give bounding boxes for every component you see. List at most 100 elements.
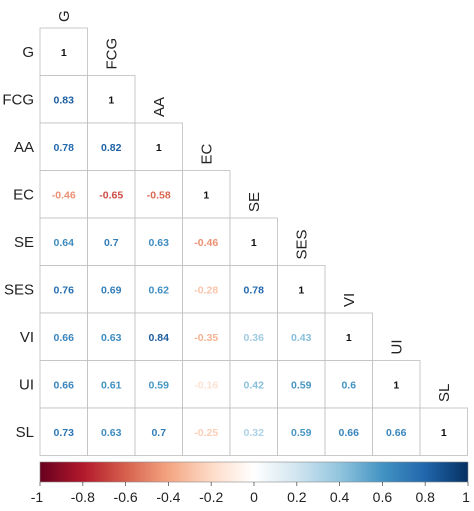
cell-SL-SES <box>277 407 326 456</box>
cell-value-SL-VI: 0.66 <box>339 427 360 439</box>
cell-value-G-G: 1 <box>61 47 67 59</box>
col-label-SL: SL <box>436 384 453 402</box>
cell-value-VI-AA: 0.84 <box>149 332 170 344</box>
cell-value-SL-G: 0.73 <box>54 427 75 439</box>
cell-value-EC-EC: 1 <box>203 189 209 201</box>
cell-UI-G <box>39 360 88 409</box>
row-label-SL: SL <box>16 424 34 441</box>
colorbar-tick-label: -1 <box>31 489 44 505</box>
colorbar-tick-label: -0.8 <box>71 489 95 505</box>
colorbar-tick-label: 0.8 <box>415 489 435 505</box>
cell-value-SL-SES: 0.59 <box>291 427 312 439</box>
cell-EC-EC <box>182 170 231 219</box>
cell-value-SL-SL: 1 <box>441 427 447 439</box>
cell-value-SE-G: 0.64 <box>54 237 75 249</box>
cell-value-EC-AA: -0.58 <box>147 189 171 201</box>
cell-SL-G <box>39 407 88 456</box>
cell-value-VI-G: 0.66 <box>54 332 75 344</box>
cell-SL-EC <box>182 407 231 456</box>
cell-value-SL-FCG: 0.63 <box>101 427 122 439</box>
row-label-SES: SES <box>4 281 34 298</box>
cell-value-SL-AA: 0.7 <box>151 427 166 439</box>
cell-value-VI-EC: -0.35 <box>194 332 218 344</box>
colorbar-tick-label: 0.6 <box>373 489 393 505</box>
cell-VI-G <box>39 312 88 361</box>
cell-value-UI-AA: 0.59 <box>149 379 170 391</box>
cell-values: 1 0.83 1 0.78 0.82 1 -0.46 -0.65 -0.58 1 0.64 0.7 0.… <box>52 47 447 439</box>
cell-value-EC-FCG: -0.65 <box>99 189 123 201</box>
cell-FCG-FCG <box>87 75 136 124</box>
colorbar-tick-label: 0.2 <box>287 489 307 505</box>
row-label-SE: SE <box>14 234 34 251</box>
cell-FCG-G <box>39 75 88 124</box>
cell-value-SES-AA: 0.62 <box>149 284 170 296</box>
cell-UI-AA <box>134 360 183 409</box>
cell-value-VI-FCG: 0.63 <box>101 332 122 344</box>
row-label-EC: EC <box>13 186 34 203</box>
cell-grid <box>39 27 468 456</box>
cell-SL-FCG <box>87 407 136 456</box>
colorbar <box>39 461 469 483</box>
cell-value-UI-UI: 1 <box>393 379 399 391</box>
col-label-AA: AA <box>151 97 168 117</box>
cell-VI-SES <box>277 312 326 361</box>
col-label-VI: VI <box>341 293 358 307</box>
cell-value-FCG-FCG: 1 <box>108 94 114 106</box>
row-labels: G FCG AA EC SE SES VI UI SL <box>2 44 34 441</box>
cell-value-SE-AA: 0.63 <box>149 237 170 249</box>
cell-value-SE-FCG: 0.7 <box>104 237 119 249</box>
cell-AA-AA <box>134 122 183 171</box>
cell-value-SL-EC: -0.25 <box>194 427 218 439</box>
cell-EC-FCG <box>87 170 136 219</box>
cell-value-AA-FCG: 0.82 <box>101 142 122 154</box>
row-label-FCG: FCG <box>2 91 34 108</box>
cell-SES-AA <box>134 265 183 314</box>
cell-value-UI-SES: 0.59 <box>291 379 312 391</box>
cell-value-SL-UI: 0.66 <box>386 427 407 439</box>
col-label-EC: EC <box>198 143 215 164</box>
colorbar-tick-label: -0.6 <box>114 489 138 505</box>
cell-value-SES-EC: -0.28 <box>194 284 218 296</box>
cell-SES-SES <box>277 265 326 314</box>
cell-SES-FCG <box>87 265 136 314</box>
col-label-SE: SE <box>246 192 263 212</box>
colorbar-ticks: -1 -0.8 -0.6 -0.4 -0.2 0 0.2 0.4 0.6 0.8 1 <box>31 482 470 505</box>
cell-SES-EC <box>182 265 231 314</box>
col-label-SES: SES <box>293 229 310 259</box>
row-label-G: G <box>22 44 34 61</box>
colorbar-tick-label: -0.4 <box>156 489 180 505</box>
cell-value-UI-FCG: 0.61 <box>101 379 122 391</box>
row-label-AA: AA <box>14 139 34 156</box>
cell-value-SES-SES: 1 <box>298 284 304 296</box>
cell-SE-EC <box>182 217 231 266</box>
col-label-FCG: FCG <box>103 38 120 70</box>
cell-SL-VI <box>324 407 373 456</box>
cell-SES-G <box>39 265 88 314</box>
cell-value-SE-SE: 1 <box>251 237 257 249</box>
cell-value-AA-G: 0.78 <box>54 142 75 154</box>
cell-value-UI-SE: 0.42 <box>244 379 265 391</box>
colorbar-tick-label: 0 <box>250 489 258 505</box>
cell-value-SES-G: 0.76 <box>54 284 75 296</box>
row-label-UI: UI <box>19 376 34 393</box>
cell-value-VI-VI: 1 <box>346 332 352 344</box>
cell-SL-AA <box>134 407 183 456</box>
colorbar-tick-label: 0.4 <box>330 489 350 505</box>
colorbar-tick-label: 1 <box>462 489 470 505</box>
cell-VI-VI <box>324 312 373 361</box>
col-label-G: G <box>56 10 73 22</box>
cell-VI-FCG <box>87 312 136 361</box>
col-label-UI: UI <box>388 340 405 355</box>
cell-value-UI-EC: -0.16 <box>194 379 218 391</box>
cell-value-VI-SES: 0.43 <box>291 332 312 344</box>
cell-UI-UI <box>372 360 421 409</box>
cell-value-AA-AA: 1 <box>156 142 162 154</box>
cell-value-EC-G: -0.46 <box>52 189 76 201</box>
cell-value-FCG-G: 0.83 <box>54 94 75 106</box>
cell-value-SL-SE: 0.32 <box>244 427 265 439</box>
colorbar-tick-label: -0.2 <box>199 489 223 505</box>
cell-SE-FCG <box>87 217 136 266</box>
cell-G-G <box>39 27 88 76</box>
cell-value-SES-FCG: 0.69 <box>101 284 122 296</box>
